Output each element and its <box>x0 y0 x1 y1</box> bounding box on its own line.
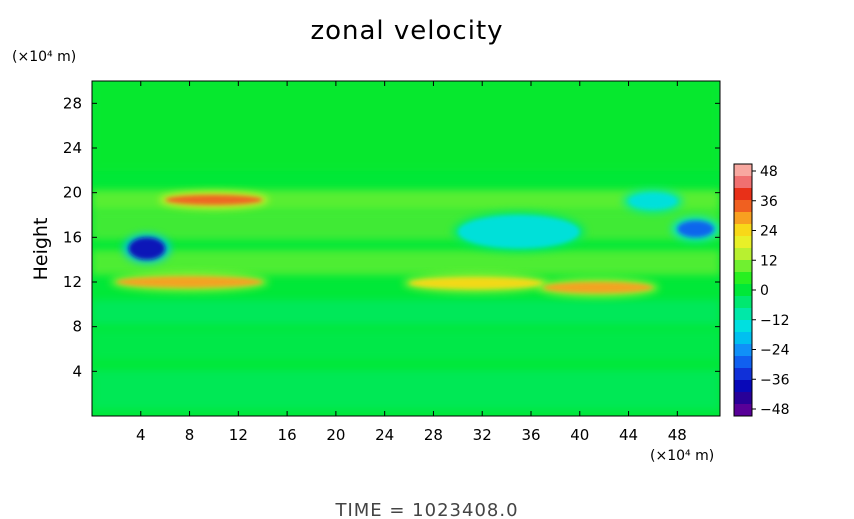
colorbar-tick-label: 0 <box>760 283 769 299</box>
colorbar-swatch <box>734 404 752 417</box>
colorbar: 48 36 24 12 0 −12 −24 −36 −48 <box>733 163 790 418</box>
x-axis-unit: (×10⁴ m) <box>650 448 714 464</box>
y-tick-label: 20 <box>63 184 82 202</box>
velocity-feature <box>543 282 653 294</box>
velocity-feature <box>409 277 544 289</box>
x-tick-label: 8 <box>185 426 195 444</box>
colorbar-swatch <box>734 380 752 393</box>
y-tick-label: 28 <box>63 94 82 112</box>
x-tick-label: 20 <box>326 426 345 444</box>
colorbar-swatch <box>734 392 752 405</box>
x-axis-ticks: 4 8 12 16 20 24 28 32 36 40 44 48 <box>136 81 687 444</box>
x-tick-label: 28 <box>424 426 443 444</box>
velocity-feature <box>677 220 714 238</box>
colorbar-swatch <box>734 212 752 225</box>
colorbar-swatch <box>734 368 752 381</box>
y-axis-label: Height <box>30 218 52 281</box>
colorbar-swatch <box>734 200 752 213</box>
y-tick-label: 24 <box>63 139 82 157</box>
colorbar-swatch <box>734 344 752 357</box>
x-tick-label: 48 <box>668 426 687 444</box>
velocity-feature <box>165 194 263 205</box>
colorbar-tick-label: −48 <box>760 402 790 418</box>
colorbar-tick-label: −12 <box>760 313 790 329</box>
y-axis-ticks: 4 8 12 16 20 24 28 <box>63 94 720 380</box>
colorbar-tick-label: 24 <box>760 224 778 240</box>
y-axis-unit: (×10⁴ m) <box>12 49 76 65</box>
colorbar-tick-label: 12 <box>760 253 778 269</box>
colorbar-swatch <box>734 296 752 309</box>
colorbar-swatch <box>734 272 752 285</box>
x-tick-label: 16 <box>278 426 297 444</box>
y-tick-label: 12 <box>63 273 82 291</box>
colorbar-swatch <box>734 320 752 333</box>
plot-frame <box>91 80 721 417</box>
colorbar-tick-label: 36 <box>760 194 778 210</box>
x-tick-label: 24 <box>375 426 394 444</box>
y-tick-label: 4 <box>72 362 82 380</box>
y-tick-label: 8 <box>72 318 82 336</box>
colorbar-swatch <box>734 284 752 297</box>
colorbar-swatch <box>734 176 752 189</box>
colorbar-swatch <box>734 248 752 261</box>
x-tick-label: 40 <box>570 426 589 444</box>
velocity-feature <box>116 276 263 288</box>
x-tick-label: 44 <box>619 426 638 444</box>
chart-title: zonal velocity <box>310 16 503 46</box>
colorbar-tick-label: 48 <box>760 164 778 180</box>
colorbar-tick-label: −24 <box>760 343 790 359</box>
velocity-feature <box>128 237 166 260</box>
colorbar-swatch <box>734 308 752 321</box>
colorbar-swatch <box>734 332 752 345</box>
x-tick-label: 32 <box>473 426 492 444</box>
colorbar-swatch <box>734 356 752 369</box>
colorbar-tick-label: −36 <box>760 372 790 388</box>
colorbar-swatch <box>734 164 752 177</box>
x-tick-label: 4 <box>136 426 146 444</box>
colorbar-swatch <box>734 188 752 201</box>
colorbar-swatch <box>734 236 752 249</box>
y-tick-label: 16 <box>63 228 82 246</box>
colorbar-swatch <box>734 260 752 273</box>
x-tick-label: 36 <box>521 426 540 444</box>
time-label: TIME = 1023408.0 <box>334 500 518 519</box>
velocity-feature <box>457 215 580 249</box>
heatmap-field <box>92 81 720 416</box>
colorbar-swatch <box>734 224 752 237</box>
x-tick-label: 12 <box>229 426 248 444</box>
velocity-feature <box>628 192 678 210</box>
